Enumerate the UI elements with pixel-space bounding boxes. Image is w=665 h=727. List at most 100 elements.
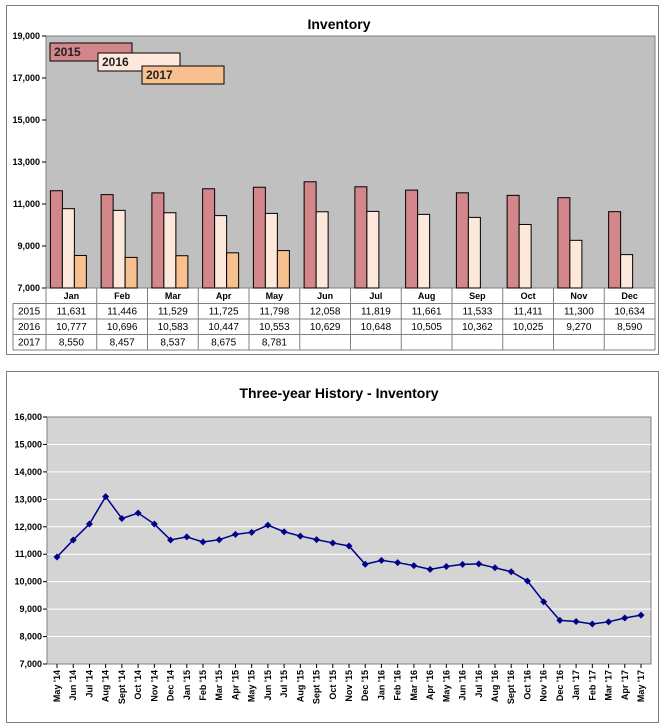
bar-y-tick-label: 13,000 — [12, 157, 40, 167]
bar-2015-dec — [608, 211, 622, 289]
line-x-tick-label: Feb '17 — [587, 670, 597, 701]
line-y-tick-label: 14,000 — [14, 467, 42, 477]
line-x-tick-label: Feb '16 — [393, 670, 403, 701]
line-x-tick-label: Jun '14 — [68, 670, 78, 701]
line-x-tick-label: Jun '15 — [263, 670, 273, 701]
table-cell: 10,362 — [462, 322, 493, 333]
line-x-tick-label: Apr '17 — [620, 670, 630, 700]
history-point-marker — [523, 577, 531, 585]
table-cell: 11,631 — [56, 307, 86, 318]
table-header-oct: Oct — [521, 291, 536, 301]
line-x-tick-label: May '17 — [636, 670, 646, 702]
history-point-marker — [459, 560, 467, 568]
line-x-tick-label: Mar '15 — [214, 670, 224, 701]
bar-2016-nov — [569, 239, 583, 289]
line-x-tick-label: Apr '15 — [230, 670, 240, 700]
table-row-label-2016: 2016 — [18, 322, 41, 333]
history-point-marker — [605, 618, 613, 626]
bar-2015-jun — [303, 181, 317, 289]
table-header-jun: Jun — [317, 291, 333, 301]
bar-2015-sep — [455, 192, 469, 289]
history-point-marker — [102, 493, 110, 501]
history-point-marker — [556, 616, 564, 624]
table-cell: 10,025 — [513, 322, 544, 333]
table-header-sep: Sep — [469, 291, 486, 301]
bar-2015-jul — [354, 186, 368, 289]
table-cell: 11,411 — [514, 307, 544, 318]
line-x-tick-label: Sept '16 — [506, 670, 516, 704]
line-y-tick-label: 8,000 — [19, 632, 42, 642]
bar-2016-jan — [61, 208, 75, 289]
legend-label-2016: 2016 — [102, 55, 129, 69]
line-y-tick-label: 10,000 — [14, 577, 42, 587]
history-point-marker — [329, 539, 337, 547]
history-point-marker — [507, 568, 515, 576]
legend-label-2015: 2015 — [54, 45, 81, 59]
legend-box-2017 — [141, 65, 225, 85]
table-cell: 11,533 — [462, 307, 492, 318]
history-point-marker — [248, 528, 256, 536]
line-x-tick-label: Oct '16 — [522, 670, 532, 700]
table-cell: 8,537 — [160, 338, 185, 349]
line-x-tick-label: Aug '14 — [101, 670, 111, 702]
line-x-tick-label: Mar '16 — [409, 670, 419, 701]
history-point-marker — [215, 536, 223, 544]
history-point-marker — [264, 521, 272, 529]
bar-y-tick-label: 19,000 — [12, 31, 40, 41]
table-cell: 10,553 — [259, 322, 290, 333]
line-x-tick-label: Oct '14 — [133, 670, 143, 700]
bar-2016-feb — [112, 209, 126, 289]
line-x-tick-label: Mar '17 — [604, 670, 614, 701]
line-x-tick-label: Feb '15 — [198, 670, 208, 701]
line-x-tick-label: Nov '14 — [149, 670, 159, 702]
table-cell: 10,648 — [361, 322, 392, 333]
line-y-tick-label: 12,000 — [14, 522, 42, 532]
line-x-tick-label: Dec '14 — [166, 670, 176, 701]
history-point-marker — [118, 515, 126, 523]
line-x-tick-label: Nov '15 — [344, 670, 354, 702]
table-header-apr: Apr — [216, 291, 232, 301]
table-cell: 10,505 — [411, 322, 442, 333]
history-point-marker — [345, 542, 353, 550]
line-y-tick-label: 16,000 — [14, 412, 42, 422]
line-x-tick-label: Dec '16 — [555, 670, 565, 701]
history-point-marker — [85, 520, 93, 528]
bar-2015-feb — [100, 194, 114, 289]
bar-2017-apr — [226, 252, 240, 289]
table-cell: 11,798 — [259, 307, 289, 318]
table-header-may: May — [266, 291, 284, 301]
line-x-tick-label: Jan '17 — [571, 670, 581, 700]
line-y-tick-label: 9,000 — [19, 604, 42, 614]
bar-2015-jan — [49, 190, 63, 289]
history-point-marker — [475, 560, 483, 568]
table-header-nov: Nov — [570, 291, 587, 301]
history-point-marker — [540, 598, 548, 606]
line-x-tick-label: Aug '16 — [490, 670, 500, 702]
history-point-marker — [637, 611, 645, 619]
history-point-marker — [491, 564, 499, 572]
history-point-marker — [313, 536, 321, 544]
history-point-marker — [167, 536, 175, 544]
history-point-marker — [53, 553, 61, 561]
history-point-marker — [442, 562, 450, 570]
table-cell: 10,583 — [158, 322, 189, 333]
bar-2015-mar — [151, 192, 165, 289]
history-point-marker — [394, 559, 402, 567]
line-x-tick-label: Sept '15 — [312, 670, 322, 704]
table-cell: 11,725 — [209, 307, 239, 318]
table-cell: 8,550 — [59, 338, 84, 349]
bar-y-tick-label: 9,000 — [17, 241, 40, 251]
line-x-tick-label: Apr '16 — [425, 670, 435, 700]
bar-y-tick-label: 7,000 — [17, 283, 40, 293]
line-x-tick-label: Aug '15 — [295, 670, 305, 702]
table-cell: 8,675 — [211, 338, 236, 349]
table-row-label-2015: 2015 — [18, 307, 41, 318]
legend-label-2017: 2017 — [146, 68, 173, 82]
bar-2017-feb — [124, 256, 138, 289]
table-header-feb: Feb — [114, 291, 131, 301]
line-x-tick-label: Jul '16 — [474, 670, 484, 698]
history-point-marker — [199, 538, 207, 546]
history-point-marker — [280, 528, 288, 536]
line-y-tick-label: 15,000 — [14, 439, 42, 449]
